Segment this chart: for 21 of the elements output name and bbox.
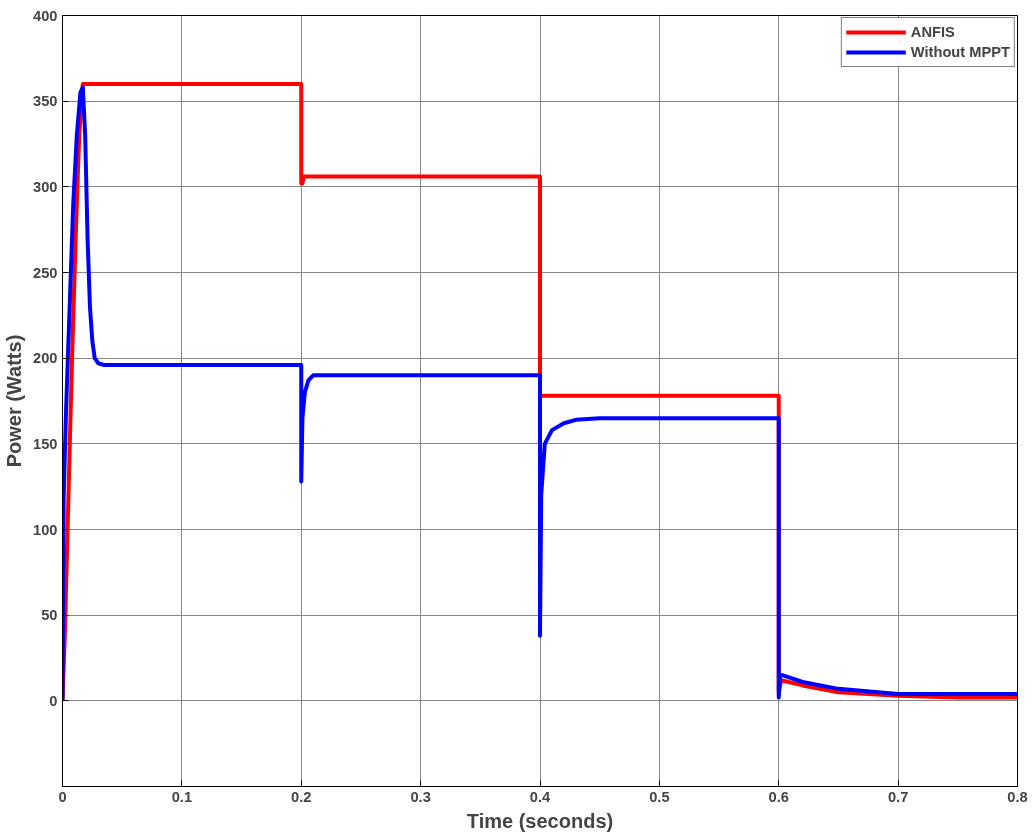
y-tick-label: 300: [33, 178, 58, 195]
legend-label: Without MPPT: [910, 44, 1010, 60]
y-tick-label: 400: [33, 7, 58, 24]
x-tick-label: 0.3: [410, 788, 431, 805]
x-tick-label: 0.2: [291, 788, 312, 805]
y-tick-label: 100: [33, 521, 58, 538]
y-axis-title: Power (Watts): [3, 334, 26, 468]
x-axis-title: Time (seconds): [466, 809, 614, 832]
x-tick-label: 0.1: [171, 788, 193, 805]
y-tick-label: 350: [33, 93, 58, 110]
x-tick-label: 0.6: [768, 788, 789, 805]
x-tick-label: 0.8: [1007, 788, 1028, 805]
y-tick-label: 250: [33, 264, 58, 281]
y-tick-label: 150: [33, 435, 58, 452]
x-tick-label: 0.7: [887, 788, 909, 805]
legend-label: ANFIS: [910, 24, 955, 40]
y-tick-label: 0: [49, 692, 58, 709]
x-tick-label: 0.5: [649, 788, 670, 805]
x-tick-label: 0.4: [529, 788, 552, 805]
y-tick-label: 50: [41, 607, 58, 624]
y-tick-label: 200: [33, 350, 58, 367]
